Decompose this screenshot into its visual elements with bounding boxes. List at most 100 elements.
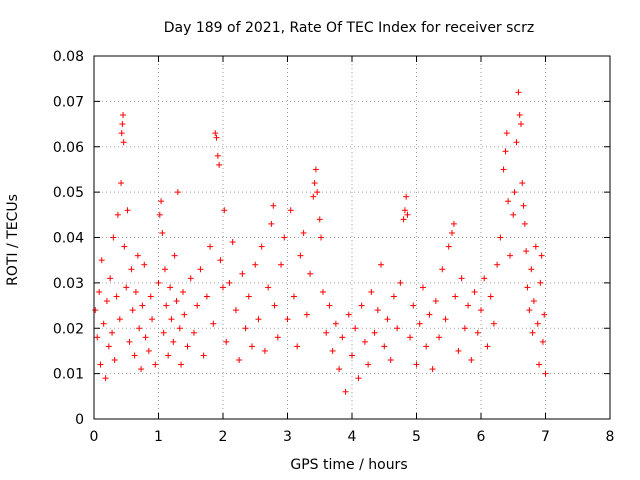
data-point	[537, 279, 544, 286]
data-point	[139, 302, 146, 309]
data-point	[404, 211, 411, 218]
data-point	[102, 375, 109, 382]
data-point	[439, 266, 446, 273]
data-point	[142, 334, 149, 341]
data-point	[110, 234, 117, 241]
data-point	[503, 130, 510, 137]
data-point	[358, 302, 365, 309]
data-point	[371, 329, 378, 336]
y-tick-label: 0.02	[53, 321, 84, 337]
data-point	[265, 284, 272, 291]
data-point	[507, 252, 514, 259]
data-point	[517, 121, 524, 128]
data-point	[505, 198, 512, 205]
data-point	[229, 239, 236, 246]
data-point	[252, 261, 259, 268]
data-point	[429, 366, 436, 373]
data-point	[92, 307, 99, 314]
data-point	[530, 298, 537, 305]
data-point	[258, 243, 265, 250]
data-point	[161, 266, 168, 273]
data-point	[502, 148, 509, 155]
data-point	[448, 229, 455, 236]
data-point	[136, 325, 143, 332]
data-point	[520, 202, 527, 209]
data-point	[97, 361, 104, 368]
data-point	[323, 329, 330, 336]
data-point	[121, 243, 128, 250]
data-point	[381, 343, 388, 350]
data-point	[310, 193, 317, 200]
data-point	[534, 320, 541, 327]
data-point	[94, 334, 101, 341]
data-point	[173, 298, 180, 305]
y-tick-label: 0.05	[53, 185, 84, 201]
data-point	[452, 293, 459, 300]
data-point	[511, 189, 518, 196]
data-point	[329, 347, 336, 354]
data-point	[316, 216, 323, 223]
data-point	[297, 252, 304, 259]
data-point	[155, 279, 162, 286]
y-tick-label: 0.06	[53, 140, 84, 156]
data-point	[368, 288, 375, 295]
data-point	[290, 293, 297, 300]
data-point	[397, 279, 404, 286]
data-point	[129, 307, 136, 314]
data-point	[436, 334, 443, 341]
data-point	[284, 316, 291, 323]
data-point	[221, 207, 228, 214]
data-point	[214, 152, 221, 159]
data-point	[378, 261, 385, 268]
data-point	[303, 311, 310, 318]
data-point	[274, 334, 281, 341]
y-tick-labels: 0 0.01 0.02 0.03 0.04 0.05 0.06 0.07 0.08	[53, 49, 84, 428]
data-point	[114, 211, 121, 218]
data-point	[318, 234, 325, 241]
data-point	[160, 329, 167, 336]
data-point	[365, 361, 372, 368]
data-point	[471, 288, 478, 295]
x-tick-labels: 0 1 2 3 4 5 6 7 8	[90, 429, 615, 445]
data-point	[119, 121, 126, 128]
data-point	[523, 248, 530, 255]
data-point	[109, 329, 116, 336]
data-point	[281, 234, 288, 241]
data-point	[194, 302, 201, 309]
data-point	[413, 361, 420, 368]
data-point	[403, 193, 410, 200]
data-point	[163, 302, 170, 309]
data-point	[478, 307, 484, 314]
data-point	[239, 270, 246, 277]
data-point	[134, 252, 141, 259]
y-tick-label: 0.03	[53, 276, 84, 292]
data-point	[165, 352, 172, 359]
data-point	[113, 293, 120, 300]
data-point	[442, 316, 449, 323]
data-point	[423, 343, 430, 350]
data-point	[528, 266, 535, 273]
data-point	[532, 243, 539, 250]
data-point	[515, 89, 522, 96]
data-point	[123, 284, 130, 291]
data-point	[223, 338, 230, 345]
data-point	[180, 288, 187, 295]
data-point	[345, 311, 352, 318]
data-point	[174, 189, 181, 196]
data-point	[147, 293, 154, 300]
data-point	[468, 357, 475, 364]
data-point	[170, 338, 177, 345]
data-point	[294, 343, 301, 350]
data-point	[461, 325, 468, 332]
data-point	[526, 307, 533, 314]
data-point	[245, 293, 252, 300]
data-point	[524, 284, 531, 291]
data-point	[181, 311, 188, 318]
axis-ticks	[93, 55, 611, 420]
x-tick-label: 6	[477, 429, 486, 445]
data-point	[167, 284, 174, 291]
data-point	[455, 347, 462, 354]
data-point	[361, 338, 368, 345]
x-tick-label: 1	[154, 429, 163, 445]
data-point	[458, 275, 465, 282]
